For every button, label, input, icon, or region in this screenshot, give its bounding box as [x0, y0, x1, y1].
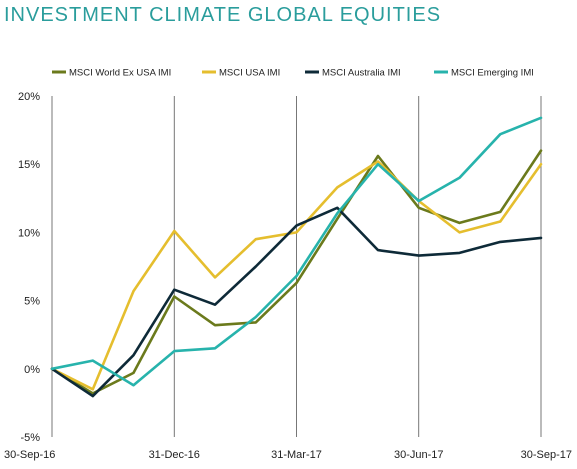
x-tick-label: 30-Sep-16	[4, 449, 55, 461]
series-layer	[50, 116, 543, 398]
legend: MSCI World Ex USA IMI MSCI USA IMI MSCI Au…	[52, 68, 534, 79]
y-axis: -5% 0% 5% 10% 15% 20%	[18, 91, 40, 444]
series-line-msci-usa-imi	[50, 160, 543, 391]
x-axis: 30-Sep-16 31-Dec-16 31-Mar-17 30-Jun-17 30-S…	[4, 449, 572, 461]
series-line-msci-australia-imi	[50, 206, 543, 398]
x-tick-label: 31-Dec-16	[149, 449, 200, 461]
x-tick-label: 31-Mar-17	[271, 449, 322, 461]
y-tick-label: 15%	[18, 159, 40, 171]
legend-label: MSCI USA IMI	[219, 68, 280, 79]
legend-label: MSCI World Ex USA IMI	[69, 68, 171, 79]
chart-title: INVESTMENT CLIMATE GLOBAL EQUITIES	[4, 4, 442, 26]
series-line-msci-emerging-imi	[50, 116, 543, 387]
y-tick-label: -5%	[20, 432, 40, 444]
x-tick-label: 30-Jun-17	[394, 449, 444, 461]
y-tick-label: 10%	[18, 227, 40, 239]
legend-label: MSCI Emerging IMI	[451, 68, 534, 79]
series-line-msci-world-ex-usa-imi	[50, 149, 543, 395]
grid-layer	[51, 96, 542, 437]
y-tick-label: 20%	[18, 91, 40, 103]
legend-label: MSCI Australia IMI	[322, 68, 401, 79]
x-tick-label: 30-Sep-17	[521, 449, 572, 461]
y-tick-label: 5%	[24, 296, 40, 308]
y-tick-label: 0%	[24, 364, 40, 376]
